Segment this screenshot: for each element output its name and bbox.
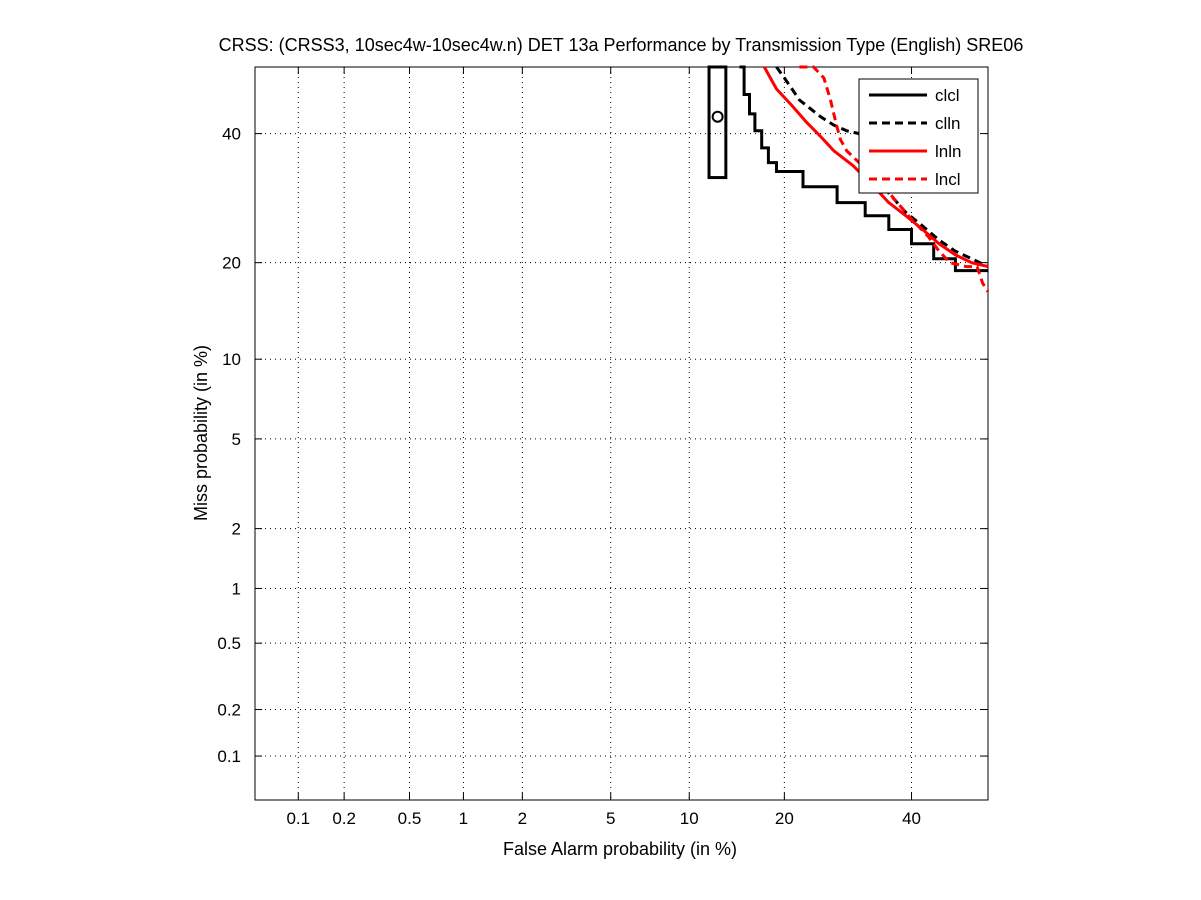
- legend-label-lncl: lncl: [935, 170, 961, 189]
- y-tick-label: 2: [232, 520, 241, 539]
- plot-area-border: [254, 66, 989, 801]
- x-tick-label: 1: [459, 809, 468, 828]
- legend: clcl clln lnln lncl: [858, 78, 979, 194]
- legend-box: [858, 78, 979, 194]
- x-tick-label: 10: [680, 809, 699, 828]
- y-axis-ticks: 0.1 0.2 0.5 1 2 5 10 20 40: [217, 125, 988, 766]
- x-tick-label: 20: [775, 809, 794, 828]
- y-tick-label: 0.5: [217, 634, 241, 653]
- operating-point-circle: [711, 110, 724, 123]
- x-tick-label: 0.5: [398, 809, 422, 828]
- y-tick-label: 0.2: [217, 701, 241, 720]
- y-tick-label: 0.1: [217, 747, 241, 766]
- series-line-clcl: [739, 65, 988, 273]
- confidence-box: [707, 65, 728, 180]
- x-tick-label: 5: [606, 809, 615, 828]
- x-axis-label: False Alarm probability (in %): [503, 839, 737, 859]
- x-tick-label: 2: [518, 809, 527, 828]
- x-tick-label: 40: [902, 809, 921, 828]
- operating-point-markers: [707, 65, 728, 180]
- legend-label-clcl: clcl: [935, 86, 960, 105]
- y-tick-label: 40: [222, 125, 241, 144]
- y-tick-label: 10: [222, 350, 241, 369]
- legend-label-lnln: lnln: [935, 142, 961, 161]
- y-tick-label: 20: [222, 254, 241, 273]
- y-tick-label: 1: [232, 579, 241, 598]
- grid-lines: [255, 67, 988, 800]
- x-axis-ticks: 0.1 0.2 0.5 1 2 5 10 20 40: [286, 67, 921, 828]
- x-tick-label: 0.2: [332, 809, 356, 828]
- y-tick-label: 5: [232, 430, 241, 449]
- y-axis-label: Miss probability (in %): [191, 345, 211, 521]
- x-tick-label: 0.1: [286, 809, 310, 828]
- legend-label-clln: clln: [935, 114, 961, 133]
- chart-title: CRSS: (CRSS3, 10sec4w-10sec4w.n) DET 13a…: [219, 35, 1024, 55]
